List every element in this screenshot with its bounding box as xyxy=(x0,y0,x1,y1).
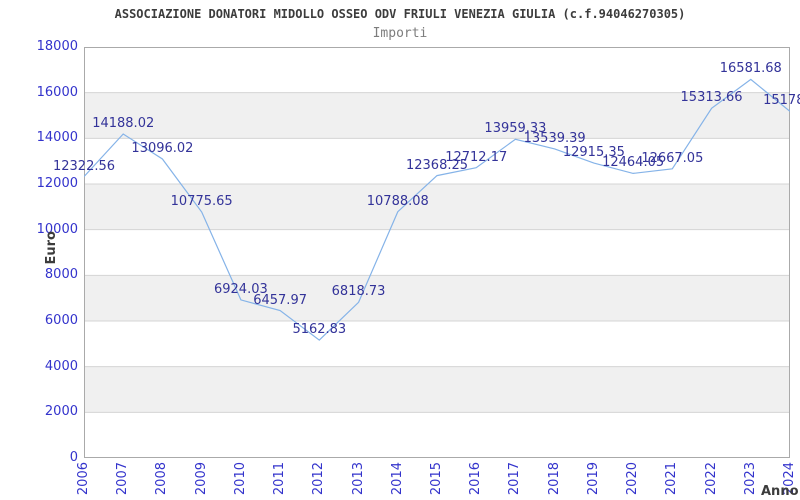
y-tick-label: 2000 xyxy=(44,404,78,420)
x-tick-label: 2018 xyxy=(546,462,562,496)
data-point-label: 6818.73 xyxy=(331,284,386,300)
x-tick-label: 2006 xyxy=(76,462,91,496)
x-tick-label: 2010 xyxy=(232,462,248,496)
data-point-label: 13959.33 xyxy=(484,121,547,137)
y-axis-title: Euro xyxy=(44,231,59,265)
x-axis-title: Anno xyxy=(761,484,799,499)
x-tick-label: 2017 xyxy=(507,462,523,496)
data-point-label: 12322.56 xyxy=(52,158,116,174)
y-tick-label: 18000 xyxy=(36,39,78,54)
data-point-label: 10775.65 xyxy=(170,193,233,209)
x-tick-label: 2015 xyxy=(429,462,444,496)
chart-title: ASSOCIAZIONE DONATORI MIDOLLO OSSEO ODV … xyxy=(114,7,686,21)
grid-band xyxy=(84,275,790,321)
x-tick-label: 2022 xyxy=(703,462,719,496)
x-tick-label: 2019 xyxy=(585,462,601,496)
data-point-label: 13539.39 xyxy=(523,130,586,146)
y-tick-label: 10000 xyxy=(36,221,78,237)
x-tick-label: 2023 xyxy=(742,462,758,496)
y-tick-label: 16000 xyxy=(36,84,78,100)
x-tick-label: 2013 xyxy=(350,462,366,496)
x-tick-label: 2008 xyxy=(154,462,170,496)
x-tick-label: 2009 xyxy=(193,462,209,496)
x-tick-label: 2007 xyxy=(115,462,131,496)
x-tick-label: 2014 xyxy=(389,462,405,496)
x-tick-label: 2012 xyxy=(311,462,327,496)
y-tick-label: 8000 xyxy=(44,267,78,283)
data-point-label: 10788.08 xyxy=(366,193,429,209)
y-tick-label: 6000 xyxy=(44,313,78,328)
y-tick-label: 0 xyxy=(69,450,78,465)
y-tick-label: 4000 xyxy=(44,358,78,374)
data-point-label: 6924.03 xyxy=(213,281,268,297)
plot-border xyxy=(84,47,790,458)
x-tick-label: 2016 xyxy=(468,462,484,496)
chart-subtitle: Importi xyxy=(372,26,428,41)
series-line xyxy=(84,78,790,341)
x-tick-label: 2020 xyxy=(625,462,641,496)
grid-band xyxy=(84,366,790,413)
data-point-label: 15313.66 xyxy=(680,90,743,106)
data-point-label: 13096.02 xyxy=(131,140,194,156)
data-point-label: 15178.9 xyxy=(763,93,800,109)
data-point-label: 12368.25 xyxy=(405,157,469,173)
y-tick-label: 14000 xyxy=(36,130,78,146)
grid-band xyxy=(84,92,790,139)
data-point-label: 16581.68 xyxy=(719,61,782,77)
plot-svg xyxy=(84,47,790,458)
data-point-label: 14188.02 xyxy=(92,116,155,132)
x-tick-label: 2011 xyxy=(272,462,288,496)
data-point-label: 12915.35 xyxy=(562,145,625,161)
data-point-label: 6457.97 xyxy=(253,292,307,308)
data-point-label: 12667.05 xyxy=(641,150,704,166)
data-point-label: 12464.05 xyxy=(602,155,665,171)
data-point-label: 5162.83 xyxy=(292,322,347,338)
y-tick-label: 12000 xyxy=(36,176,78,191)
grid-band xyxy=(84,184,790,230)
x-tick-label: 2021 xyxy=(664,462,680,496)
data-point-label: 12712.17 xyxy=(445,149,508,165)
